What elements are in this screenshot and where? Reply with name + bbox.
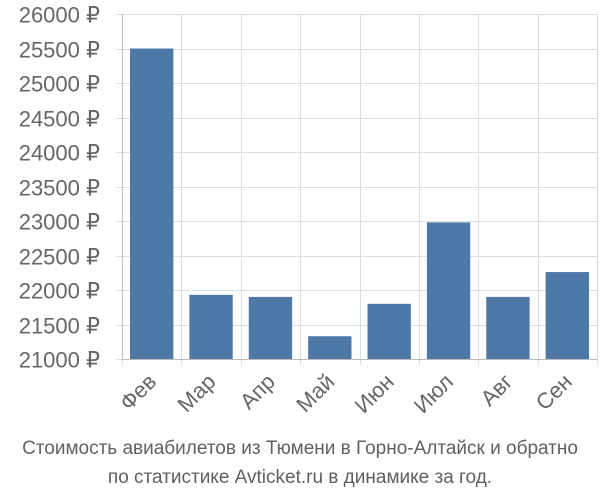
bar-2 bbox=[189, 294, 233, 359]
bar-6 bbox=[426, 222, 471, 359]
x-tick-label: Июн bbox=[350, 369, 399, 418]
caption-line-2: по статистике Avticket.ru в динамике за … bbox=[107, 467, 493, 488]
x-tick-label: Авг bbox=[475, 369, 517, 411]
y-tick-label: 25500 ₽ bbox=[19, 38, 100, 63]
x-tick-label: Фев bbox=[115, 369, 161, 415]
x-tick-label: Июл bbox=[409, 369, 458, 418]
chart-caption: Стоимость авиабилетов из Тюмени в Горно-… bbox=[0, 434, 600, 492]
bars bbox=[130, 48, 589, 359]
y-tick-label: 25000 ₽ bbox=[19, 72, 100, 97]
bar-7 bbox=[486, 296, 530, 359]
bar-4 bbox=[308, 336, 352, 359]
y-tick-label: 22500 ₽ bbox=[19, 245, 100, 270]
bar-1 bbox=[130, 48, 174, 359]
y-tick-label: 23500 ₽ bbox=[19, 176, 100, 201]
x-tick-label: Май bbox=[291, 369, 339, 417]
y-tick-label: 24500 ₽ bbox=[19, 107, 100, 132]
bar-8 bbox=[545, 272, 589, 359]
y-tick-label: 24000 ₽ bbox=[19, 141, 100, 166]
x-tick-label: Мар bbox=[172, 369, 220, 417]
bar-chart: 21000 ₽ 21500 ₽ 22000 ₽ 22500 ₽ 23000 ₽ 23500… bbox=[19, 3, 598, 418]
y-tick-label: 22000 ₽ bbox=[19, 279, 100, 304]
x-tick-label: Апр bbox=[235, 369, 280, 414]
bar-3 bbox=[248, 296, 293, 359]
y-tick-label: 21500 ₽ bbox=[19, 314, 100, 339]
axes bbox=[122, 14, 597, 360]
y-tick-label: 23000 ₽ bbox=[19, 210, 100, 235]
x-tick-label: Сен bbox=[531, 369, 577, 415]
bar-5 bbox=[367, 303, 411, 359]
y-tick-labels: 21000 ₽ 21500 ₽ 22000 ₽ 22500 ₽ 23000 ₽ 23500… bbox=[19, 3, 100, 373]
x-tick-labels: Фев Мар Апр Май Июн Июл Авг Сен bbox=[115, 369, 577, 418]
y-tick-label: 21000 ₽ bbox=[19, 348, 100, 373]
caption-line-1: Стоимость авиабилетов из Тюмени в Горно-… bbox=[22, 438, 578, 459]
y-tick-label: 26000 ₽ bbox=[19, 3, 100, 28]
